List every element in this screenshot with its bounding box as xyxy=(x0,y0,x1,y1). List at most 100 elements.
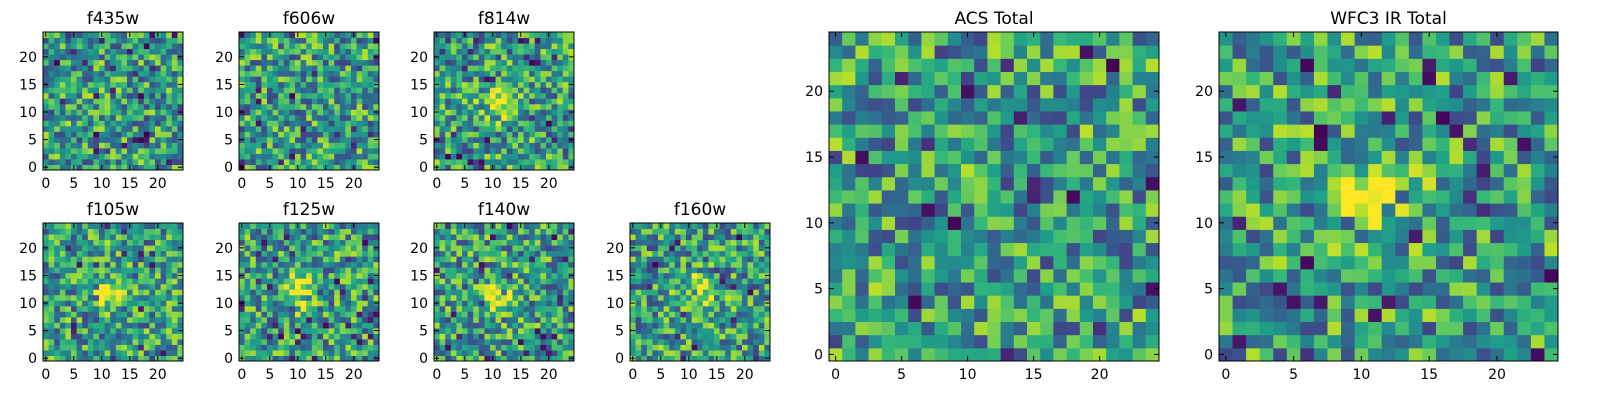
heatmap-cell xyxy=(110,250,117,257)
heatmap-cell xyxy=(1079,189,1094,204)
heatmap-cell xyxy=(484,87,491,94)
heatmap-cell xyxy=(59,87,66,94)
heatmap-cell xyxy=(127,245,134,252)
heatmap-cell xyxy=(719,349,726,356)
heatmap-cell xyxy=(540,344,547,351)
heatmap-cell xyxy=(669,333,676,340)
heatmap-cell xyxy=(283,333,290,340)
heatmap-cell xyxy=(974,308,988,323)
heatmap-cell xyxy=(484,142,491,149)
heatmap-cell xyxy=(529,70,536,77)
heatmap-cell xyxy=(93,125,100,132)
heatmap-cell xyxy=(534,223,541,230)
heatmap-cell xyxy=(362,158,369,165)
heatmap-cell xyxy=(255,81,262,88)
heatmap-cell xyxy=(630,349,637,356)
heatmap-cell xyxy=(450,54,457,61)
heatmap-cell xyxy=(250,76,257,83)
heatmap-cell xyxy=(328,48,335,55)
heatmap-cell xyxy=(43,125,50,132)
heatmap-cell xyxy=(155,228,162,235)
heatmap-cell xyxy=(356,87,363,94)
heatmap-cell xyxy=(747,261,754,268)
heatmap-cell xyxy=(1093,216,1107,230)
heatmap-cell xyxy=(467,267,474,274)
heatmap-cell xyxy=(367,158,374,165)
heatmap-cell xyxy=(529,338,536,345)
heatmap-cell xyxy=(132,327,139,334)
heatmap-cell xyxy=(635,250,642,257)
heatmap-cell xyxy=(300,70,307,77)
heatmap-cell xyxy=(540,131,547,138)
heatmap-cell xyxy=(462,283,469,290)
heatmap-cell xyxy=(736,349,743,356)
heatmap-cell xyxy=(987,216,1002,230)
heatmap-cell xyxy=(462,103,469,110)
heatmap-cell xyxy=(65,333,72,340)
heatmap-cell xyxy=(439,327,446,334)
heatmap-cell xyxy=(356,316,363,323)
heatmap-cell xyxy=(495,59,502,66)
heatmap-cell xyxy=(758,256,765,263)
heatmap-cell xyxy=(1093,163,1107,178)
heatmap-cell xyxy=(708,261,715,268)
heatmap-cell xyxy=(562,65,569,72)
heatmap-cell xyxy=(702,311,709,318)
heatmap-cell xyxy=(115,349,122,356)
heatmap-cell xyxy=(261,48,268,55)
heatmap-cell xyxy=(54,109,61,116)
heatmap-cell xyxy=(1119,268,1134,283)
heatmap-cell xyxy=(93,103,100,110)
heatmap-cell xyxy=(317,267,324,274)
heatmap-cell xyxy=(115,37,122,44)
heatmap-cell xyxy=(742,300,749,307)
y-tick-label: 5 xyxy=(615,324,624,340)
heatmap-cell xyxy=(450,164,457,171)
heatmap-cell xyxy=(71,81,78,88)
heatmap-cell xyxy=(345,158,352,165)
heatmap-cell xyxy=(362,338,369,345)
heatmap-cell xyxy=(450,43,457,50)
heatmap-cell xyxy=(138,311,145,318)
heatmap-cell xyxy=(244,59,251,66)
heatmap-cell xyxy=(697,349,704,356)
heatmap-cell xyxy=(534,164,541,171)
heatmap-cell xyxy=(323,125,330,132)
heatmap-cell xyxy=(557,316,564,323)
heatmap-cell xyxy=(110,109,117,116)
heatmap-cell xyxy=(48,316,55,323)
heatmap-cell xyxy=(295,256,302,263)
heatmap-cell xyxy=(177,344,184,351)
heatmap-cell xyxy=(59,305,66,312)
heatmap-cell xyxy=(339,338,346,345)
heatmap-cell xyxy=(71,311,78,318)
heatmap-cell xyxy=(110,322,117,329)
heatmap-cell xyxy=(177,278,184,285)
heatmap-cell xyxy=(149,355,156,362)
heatmap-cell xyxy=(306,228,313,235)
heatmap-cell xyxy=(663,305,670,312)
heatmap-cell xyxy=(93,76,100,83)
heatmap-cell xyxy=(171,223,178,230)
heatmap-cell xyxy=(171,125,178,132)
heatmap-cell xyxy=(311,65,318,72)
heatmap-cell xyxy=(99,283,106,290)
heatmap-cell xyxy=(501,349,508,356)
heatmap-cell xyxy=(339,316,346,323)
heatmap-cell xyxy=(652,300,659,307)
heatmap-cell xyxy=(747,267,754,274)
heatmap-cell xyxy=(523,267,530,274)
heatmap-cell xyxy=(250,48,257,55)
y-tick-label: 15 xyxy=(606,268,624,284)
heatmap-cell xyxy=(742,261,749,268)
heatmap-cell xyxy=(551,59,558,66)
heatmap-cell xyxy=(138,37,145,44)
heatmap-cell xyxy=(1093,268,1107,283)
heatmap-cell xyxy=(829,229,843,244)
heatmap-cell xyxy=(1145,203,1160,217)
heatmap-cell xyxy=(473,70,480,77)
heatmap-cell xyxy=(272,76,279,83)
heatmap-cell xyxy=(551,37,558,44)
heatmap-cell xyxy=(171,322,178,329)
